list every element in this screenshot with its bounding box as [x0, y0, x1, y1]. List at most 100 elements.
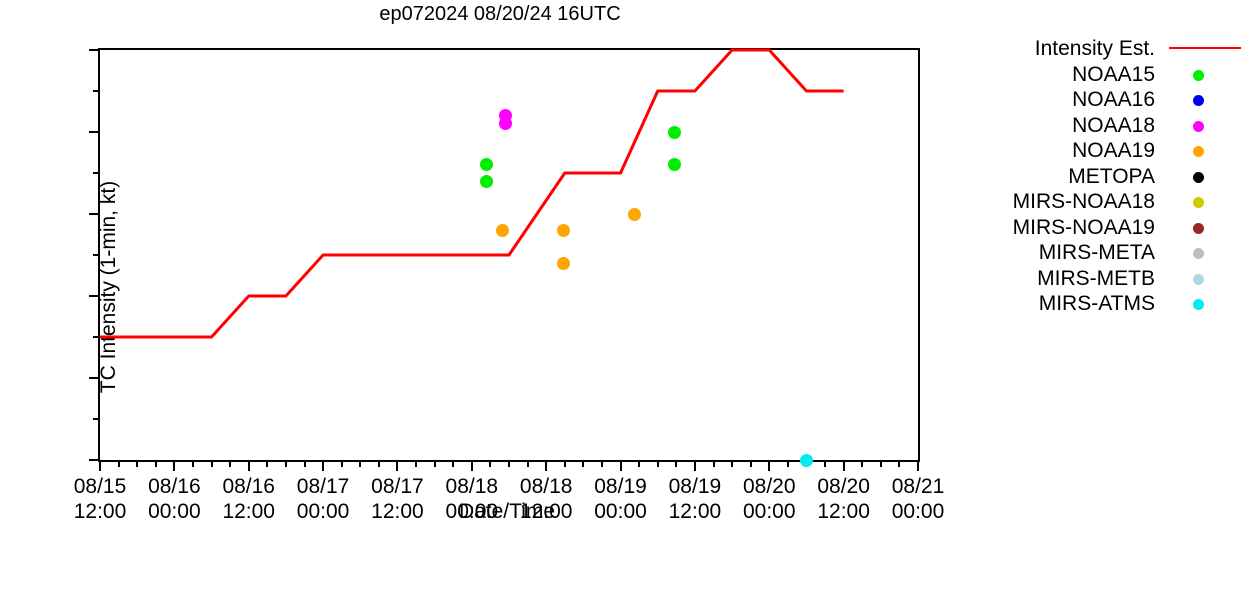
legend-dot-swatch	[1193, 171, 1204, 183]
x-tick-date: 08/16	[148, 475, 201, 498]
x-tick-time: 00:00	[445, 500, 499, 523]
x-tick-mark	[322, 460, 325, 471]
x-tick-date: 08/17	[296, 475, 350, 498]
y-tick-minor-mark	[93, 254, 100, 256]
x-tick-time: 12:00	[519, 500, 573, 523]
x-tick-minor-mark	[861, 460, 864, 467]
x-tick-label: 08/19 00:00	[561, 474, 681, 524]
legend-item-mirs-atms[interactable]: MIRS-ATMS	[960, 291, 1241, 317]
legend-item-noaa19[interactable]: NOAA19	[960, 138, 1241, 164]
legend-marker	[1165, 215, 1241, 240]
x-tick-label: 08/19 12:00	[635, 474, 755, 524]
legend-dot-swatch	[1193, 197, 1204, 209]
legend-dot-swatch	[1193, 273, 1204, 285]
x-tick-minor-mark	[117, 460, 120, 467]
legend-dot-swatch	[1193, 146, 1204, 158]
x-tick-date: 08/19	[668, 475, 722, 498]
data-point-noaa19	[495, 223, 509, 237]
y-tick-mark	[89, 213, 100, 215]
legend-marker	[1165, 138, 1241, 163]
x-tick-minor-mark	[266, 460, 269, 467]
x-tick-label: 08/16 00:00	[114, 474, 234, 524]
x-tick-mark	[470, 460, 473, 471]
x-tick-minor-mark	[879, 460, 882, 467]
x-tick-minor-mark	[749, 460, 752, 467]
x-tick-label: 08/21 00:00	[858, 474, 978, 524]
y-tick-mark	[89, 459, 100, 461]
legend-marker	[1165, 62, 1241, 87]
x-tick-label: 08/17 12:00	[337, 474, 457, 524]
x-tick-date: 08/15	[73, 475, 127, 498]
x-tick-time: 12:00	[817, 500, 870, 523]
x-tick-date: 08/18	[445, 475, 499, 498]
legend-marker	[1165, 113, 1241, 138]
series-line-intensity-est	[100, 48, 844, 339]
data-point-noaa19	[628, 207, 642, 221]
x-tick-date: 08/18	[519, 475, 573, 498]
x-tick-time: 00:00	[296, 500, 350, 523]
legend-marker	[1165, 87, 1241, 112]
legend-item-noaa16[interactable]: NOAA16	[960, 87, 1241, 113]
x-tick-date: 08/21	[891, 475, 945, 498]
y-tick-minor-mark	[93, 172, 100, 174]
legend-item-label: METOPA	[1068, 164, 1155, 188]
plot-area: TC Intensity (1-min, kt) 01020304050 08/…	[74, 48, 944, 523]
legend-item-noaa18[interactable]: NOAA18	[960, 113, 1241, 139]
legend-item-mirs-noaa19[interactable]: MIRS-NOAA19	[960, 215, 1241, 241]
x-tick-minor-mark	[415, 460, 418, 467]
y-tick-minor-mark	[93, 336, 100, 338]
x-tick-minor-mark	[359, 460, 362, 467]
legend-marker	[1165, 189, 1241, 214]
x-tick-label: 08/16 12:00	[189, 474, 309, 524]
x-tick-mark	[842, 460, 845, 471]
legend-item-mirs-noaa18[interactable]: MIRS-NOAA18	[960, 189, 1241, 215]
x-tick-time: 00:00	[148, 500, 201, 523]
x-tick-minor-mark	[377, 460, 380, 467]
x-tick-minor-mark	[675, 460, 678, 467]
legend-item-mirs-meta[interactable]: MIRS-META	[960, 240, 1241, 266]
legend-marker	[1165, 291, 1241, 316]
x-tick-minor-mark	[712, 460, 715, 467]
x-tick-label: 08/18 12:00	[486, 474, 606, 524]
x-tick-minor-mark	[489, 460, 492, 467]
x-tick-time: 12:00	[222, 500, 275, 523]
x-tick-minor-mark	[136, 460, 139, 467]
x-tick-mark	[545, 460, 548, 471]
x-tick-time: 00:00	[891, 500, 945, 523]
legend-item-mirs-metb[interactable]: MIRS-METB	[960, 266, 1241, 292]
x-tick-time: 12:00	[371, 500, 424, 523]
x-tick-minor-mark	[526, 460, 529, 467]
x-tick-minor-mark	[340, 460, 343, 467]
x-tick-minor-mark	[638, 460, 641, 467]
legend-marker	[1165, 164, 1241, 189]
x-tick-minor-mark	[433, 460, 436, 467]
legend: Intensity Est. NOAA15 NOAA16 NOAA18 NOAA19 ME…	[960, 36, 1241, 317]
x-tick-minor-mark	[898, 460, 901, 467]
legend-item-label: NOAA16	[1072, 88, 1155, 112]
legend-marker	[1165, 240, 1241, 265]
x-tick-minor-mark	[229, 460, 232, 467]
legend-item-label: MIRS-META	[1038, 241, 1155, 265]
legend-item-label: MIRS-ATMS	[1038, 292, 1155, 316]
x-tick-mark	[247, 460, 250, 471]
y-tick-mark	[89, 295, 100, 297]
x-tick-minor-mark	[582, 460, 585, 467]
x-tick-mark	[99, 460, 101, 471]
x-tick-minor-mark	[303, 460, 306, 467]
x-tick-minor-mark	[154, 460, 157, 467]
x-tick-date: 08/17	[371, 475, 424, 498]
x-tick-minor-mark	[284, 460, 287, 467]
data-point-noaa15	[667, 125, 681, 139]
legend-item-metopa[interactable]: METOPA	[960, 164, 1241, 190]
x-tick-minor-mark	[210, 460, 213, 467]
legend-item-label: NOAA15	[1072, 62, 1155, 86]
x-tick-minor-mark	[731, 460, 734, 467]
legend-dot-swatch	[1193, 248, 1204, 260]
x-tick-time: 00:00	[594, 500, 647, 523]
x-tick-minor-mark	[600, 460, 603, 467]
legend-item-intensity-est[interactable]: Intensity Est.	[960, 36, 1241, 62]
data-point-noaa19	[557, 256, 571, 270]
legend-item-noaa15[interactable]: NOAA15	[960, 62, 1241, 88]
y-tick-mark	[89, 49, 100, 51]
x-tick-date: 08/20	[817, 475, 870, 498]
